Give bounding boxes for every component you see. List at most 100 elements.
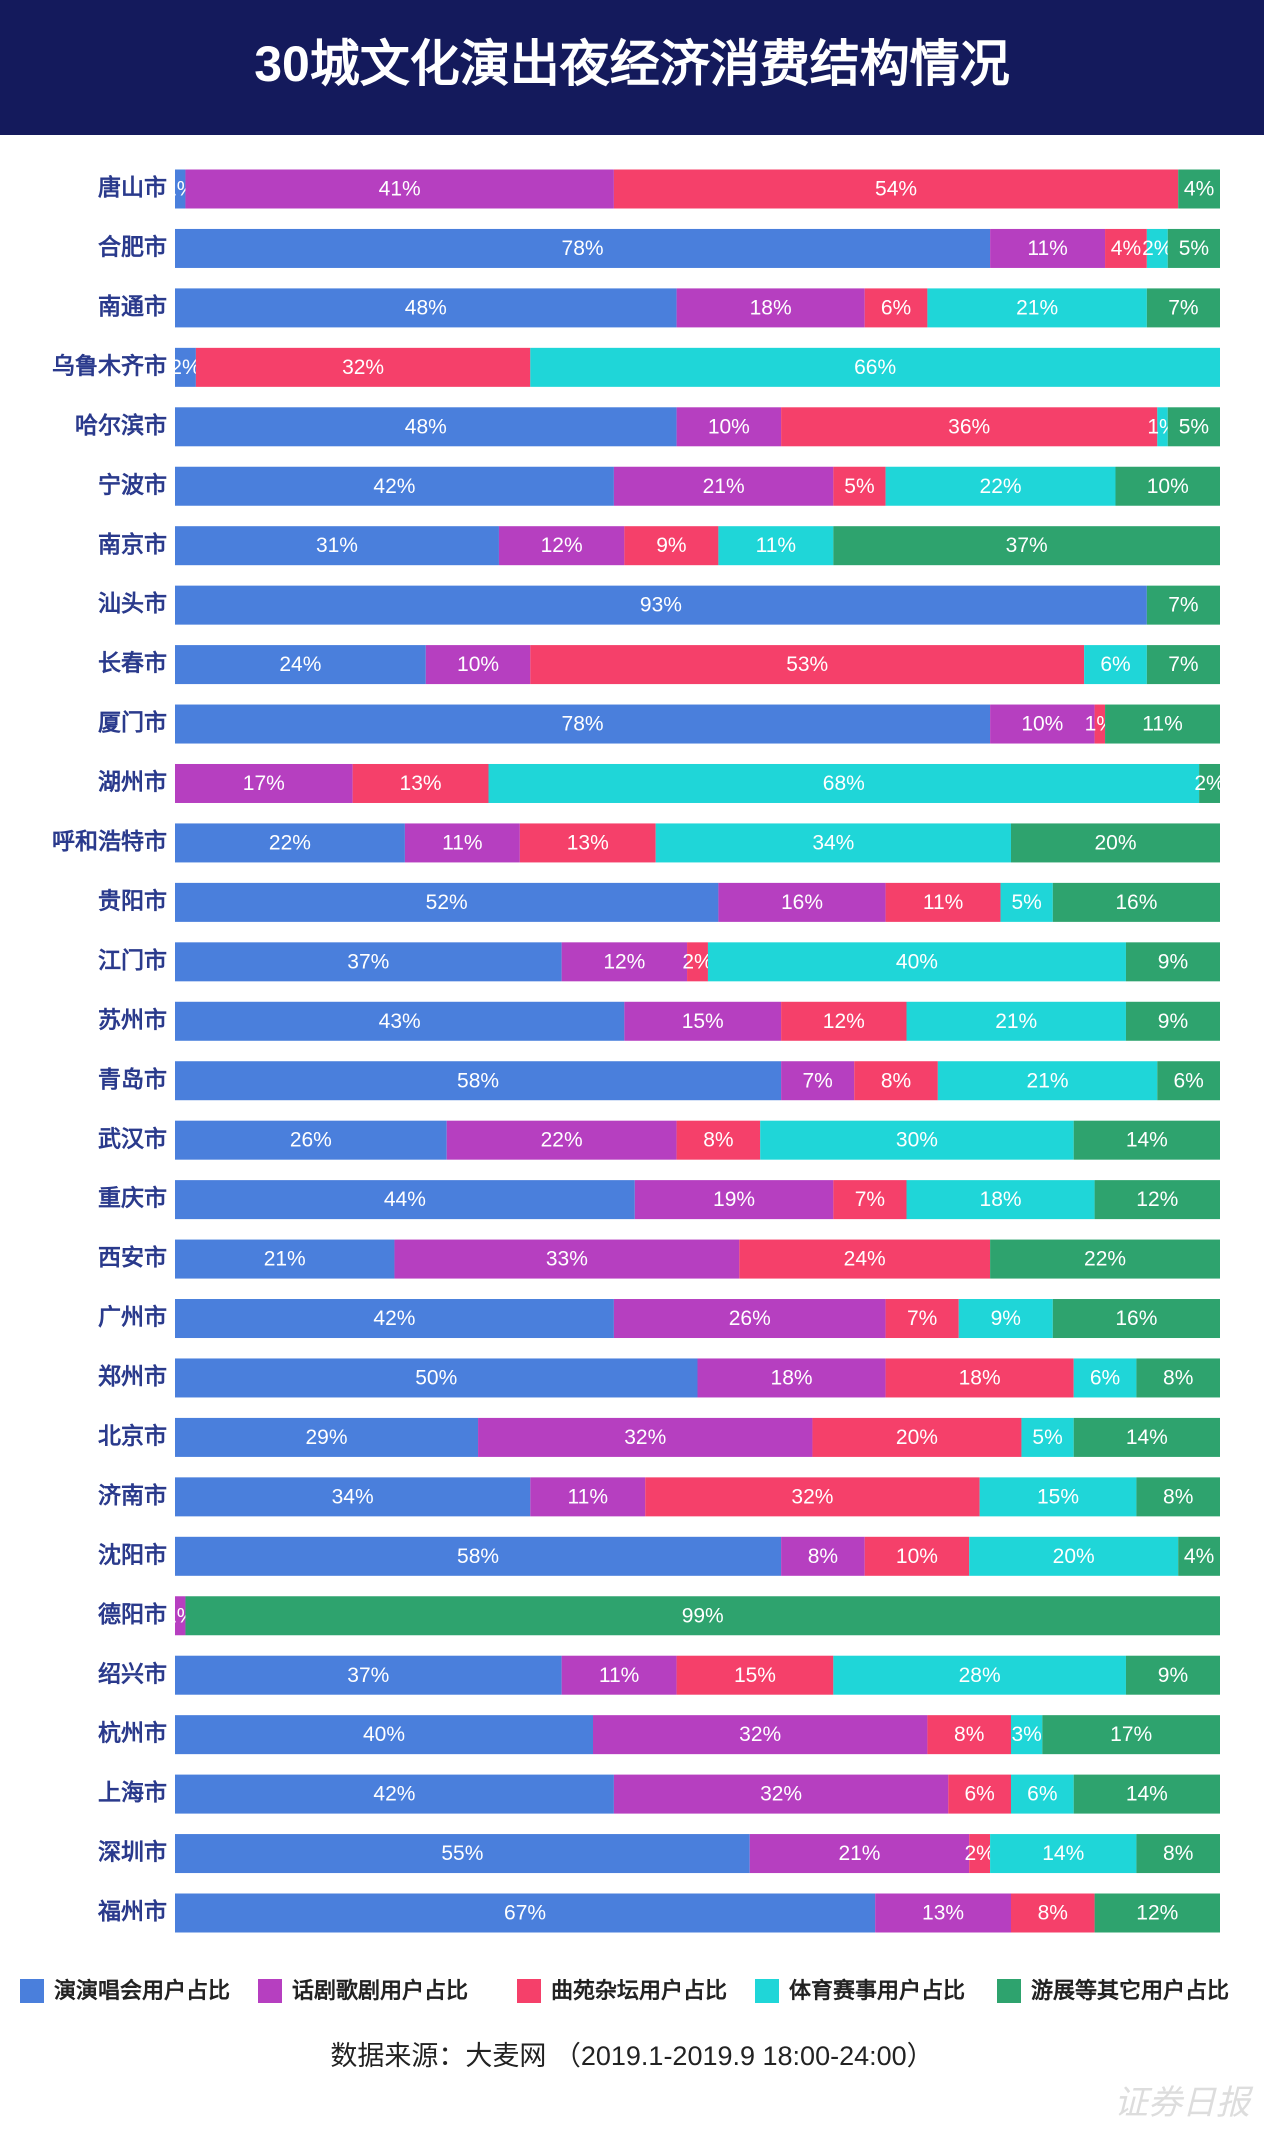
data-label: 8% [881, 1069, 911, 1092]
category-label: 郑州市 [98, 1363, 167, 1389]
bar-segment [885, 1358, 1074, 1398]
bar-segment [1073, 1120, 1220, 1160]
bar-segment [1167, 407, 1220, 447]
category-label: 上海市 [98, 1779, 167, 1805]
data-label: 4% [1111, 237, 1141, 260]
bar-segment [927, 1715, 1011, 1755]
bar-segment [875, 1893, 1011, 1933]
bar-segment [1146, 585, 1220, 625]
data-label: 36% [948, 415, 990, 438]
category-label: 长春市 [98, 650, 167, 676]
bar-segment [1011, 1774, 1074, 1814]
bar-segment [749, 1834, 970, 1874]
data-label: 22% [1084, 1248, 1126, 1271]
data-label: 15% [1037, 1485, 1079, 1508]
category-label: 德阳市 [98, 1601, 167, 1627]
category-label: 杭州市 [98, 1720, 167, 1746]
bar-segment [1199, 763, 1220, 803]
data-label: 53% [786, 653, 828, 676]
category-label: 北京市 [98, 1422, 167, 1448]
data-label: 13% [922, 1902, 964, 1925]
data-label: 40% [896, 950, 938, 973]
category-label: 哈尔滨市 [75, 412, 167, 438]
bar-segment [990, 1834, 1137, 1874]
bar-segment [1167, 228, 1220, 268]
bar-segment [175, 228, 991, 268]
data-label: 7% [907, 1307, 937, 1330]
bar-segment [175, 645, 426, 685]
data-label: 2% [1142, 237, 1172, 260]
legend-label: 体育赛事用户占比 [789, 1978, 965, 2003]
data-label: 14% [1126, 1426, 1168, 1449]
bar-segment [394, 1239, 740, 1279]
bar-segment [990, 704, 1095, 744]
bar-segment [352, 763, 489, 803]
bar-segment [478, 1417, 813, 1457]
data-label: 12% [823, 1010, 865, 1033]
bar-segment [613, 169, 1179, 209]
bar-segment [812, 1417, 1022, 1457]
data-label: 13% [400, 772, 442, 795]
data-label: 58% [457, 1545, 499, 1568]
bar-segment [613, 466, 834, 506]
category-label: 湖州市 [98, 769, 167, 795]
bar-segment [175, 1120, 447, 1160]
data-label: 16% [1115, 891, 1157, 914]
legend-swatch [997, 1979, 1021, 2003]
bar-segment [781, 1536, 865, 1576]
bar-segment [885, 1299, 959, 1339]
legend-swatch [20, 1979, 44, 2003]
bar-segment [1084, 645, 1147, 685]
category-label: 济南市 [98, 1482, 167, 1508]
data-label: 78% [562, 237, 604, 260]
data-label: 11% [1142, 713, 1182, 736]
data-label: 93% [640, 594, 682, 617]
bar-segment [175, 585, 1147, 625]
bar-segment [175, 1417, 479, 1457]
data-label: 34% [332, 1485, 374, 1508]
data-label: 5% [1011, 891, 1041, 914]
bar-segment [990, 1239, 1220, 1279]
bar-segment [519, 823, 656, 863]
bar-segment [969, 1536, 1179, 1576]
data-label: 22% [269, 831, 311, 854]
bar-segment [655, 823, 1011, 863]
data-label: 34% [812, 831, 854, 854]
data-label: 21% [1016, 296, 1058, 319]
bar-segment [885, 882, 1001, 922]
bar-segment [927, 288, 1147, 328]
bar-segment [885, 466, 1116, 506]
data-label: 44% [384, 1188, 426, 1211]
bar-segment [1115, 466, 1220, 506]
data-label: 15% [734, 1664, 776, 1687]
data-label: 6% [881, 296, 911, 319]
data-label: 18% [750, 296, 792, 319]
data-label: 43% [379, 1010, 421, 1033]
bar-segment [1125, 942, 1220, 982]
data-label: 8% [1163, 1842, 1193, 1865]
bar-segment [1011, 823, 1220, 863]
bar-segment [175, 1299, 614, 1339]
data-label: 9% [656, 534, 686, 557]
data-label: 10% [1147, 475, 1189, 498]
data-label: 24% [844, 1248, 886, 1271]
bar-segment [990, 228, 1106, 268]
legend-swatch [517, 1979, 541, 2003]
bar-segment [1125, 1001, 1220, 1041]
bar-segment [1052, 882, 1220, 922]
category-label: 西安市 [98, 1244, 167, 1270]
data-label: 20% [1053, 1545, 1095, 1568]
data-label: 6% [1027, 1783, 1057, 1806]
data-label: 32% [624, 1426, 666, 1449]
data-label: 10% [708, 415, 750, 438]
data-label: 26% [290, 1129, 332, 1152]
data-label: 31% [316, 534, 358, 557]
data-label: 9% [1158, 950, 1188, 973]
bar-segment [1052, 1299, 1220, 1339]
data-label: 5% [1179, 415, 1209, 438]
data-label: 17% [1110, 1723, 1152, 1746]
bar-segment [185, 169, 614, 209]
data-label: 10% [896, 1545, 938, 1568]
bar-segment [676, 407, 782, 447]
